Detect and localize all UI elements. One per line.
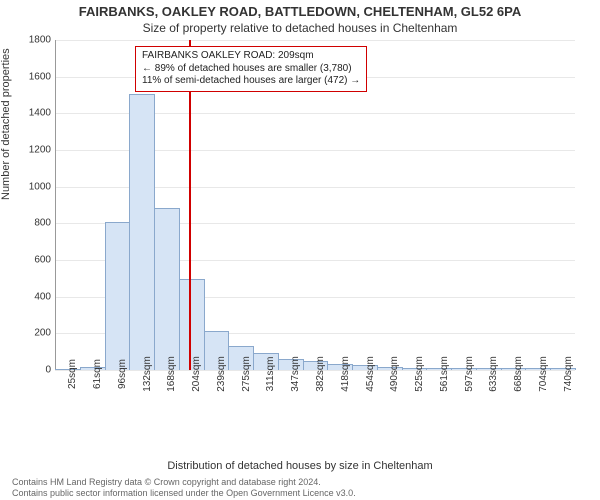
x-tick-label: 132sqm [142,356,153,392]
x-tick-label: 704sqm [538,356,549,392]
y-tick-label: 1600 [29,71,51,82]
x-tick-label: 204sqm [191,356,202,392]
x-tick-label: 418sqm [340,356,351,392]
page-subtitle: Size of property relative to detached ho… [0,19,600,35]
y-axis-label: Number of detached properties [0,48,12,200]
y-tick-label: 1000 [29,181,51,192]
x-tick-label: 633sqm [488,356,499,392]
annotation-box: FAIRBANKS OAKLEY ROAD: 209sqm← 89% of de… [135,46,367,92]
footer-line-2: Contains public sector information licen… [12,488,588,498]
histogram-bar [154,208,180,370]
y-tick-label: 200 [34,328,51,339]
histogram-bar [129,94,155,370]
x-tick-label: 382sqm [315,356,326,392]
chart-area: 02004006008001000120014001600180025sqm61… [55,40,575,420]
annotation-line: ← 89% of detached houses are smaller (3,… [142,63,360,76]
annotation-line: 11% of semi-detached houses are larger (… [142,75,360,88]
y-tick-label: 1800 [29,35,51,46]
y-tick-label: 800 [34,218,51,229]
x-tick-label: 454sqm [365,356,376,392]
x-tick-label: 525sqm [414,356,425,392]
x-tick-label: 740sqm [563,356,574,392]
gridline [55,40,575,41]
x-tick-label: 96sqm [117,359,128,389]
y-tick-label: 400 [34,291,51,302]
y-tick-label: 600 [34,255,51,266]
x-tick-label: 311sqm [265,357,276,392]
x-tick-label: 490sqm [389,356,400,392]
chart-container: FAIRBANKS, OAKLEY ROAD, BATTLEDOWN, CHEL… [0,0,600,500]
y-tick-label: 0 [45,365,51,376]
x-tick-label: 168sqm [166,356,177,392]
x-tick-label: 275sqm [241,356,252,392]
x-tick-label: 239sqm [216,356,227,392]
histogram-bar [105,222,131,370]
x-tick-label: 668sqm [513,356,524,392]
footer-line-1: Contains HM Land Registry data © Crown c… [12,477,588,487]
y-axis [55,40,56,370]
plot-area: 02004006008001000120014001600180025sqm61… [55,40,575,370]
x-tick-label: 561sqm [439,356,450,392]
footer: Contains HM Land Registry data © Crown c… [12,477,588,498]
x-axis-label: Distribution of detached houses by size … [0,460,600,472]
x-tick-label: 25sqm [67,359,78,389]
x-tick-label: 347sqm [290,356,301,392]
y-tick-label: 1200 [29,145,51,156]
y-tick-label: 1400 [29,108,51,119]
annotation-line: FAIRBANKS OAKLEY ROAD: 209sqm [142,50,360,63]
x-tick-label: 597sqm [464,356,475,392]
x-tick-label: 61sqm [92,359,103,389]
page-title: FAIRBANKS, OAKLEY ROAD, BATTLEDOWN, CHEL… [0,0,600,19]
